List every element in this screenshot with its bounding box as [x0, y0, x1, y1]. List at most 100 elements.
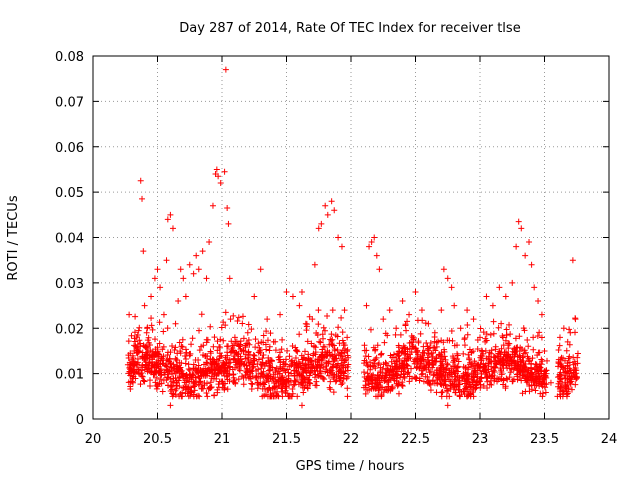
data-point [178, 343, 185, 350]
data-point [183, 371, 190, 378]
data-point [289, 385, 296, 392]
data-point [236, 343, 243, 350]
data-point [291, 372, 298, 379]
data-point [395, 390, 402, 397]
data-point [424, 361, 431, 368]
data-point [399, 298, 406, 305]
data-point [317, 339, 324, 346]
data-point [438, 307, 445, 314]
data-point [267, 330, 274, 337]
data-point [437, 380, 444, 387]
data-point [264, 337, 271, 344]
data-point [518, 225, 525, 232]
data-point [465, 351, 472, 358]
data-point [329, 353, 336, 360]
axis-ticks: 20 20.5 21 21.5 22 22.5 23 23.5 24 0 0.01 0.02 0.03 0… [55, 50, 617, 447]
data-point [402, 365, 409, 372]
data-point [507, 331, 514, 338]
data-point [477, 384, 484, 391]
data-point [531, 377, 538, 384]
data-point [424, 373, 431, 380]
data-point [343, 356, 350, 363]
data-point [398, 349, 405, 356]
data-point [217, 344, 224, 351]
data-point [451, 302, 458, 309]
data-point [569, 257, 576, 264]
data-point [311, 374, 318, 381]
data-point [179, 393, 186, 400]
data-point [374, 381, 381, 388]
data-point [451, 342, 458, 349]
data-point [466, 355, 473, 362]
data-point [393, 380, 400, 387]
data-point [406, 373, 413, 380]
data-point [324, 312, 331, 319]
data-point [216, 378, 223, 385]
data-point [214, 347, 221, 354]
data-point [538, 311, 545, 318]
data-point [299, 356, 306, 363]
data-point [435, 351, 442, 358]
data-point [211, 334, 218, 341]
data-point [190, 393, 197, 400]
data-point [296, 331, 303, 338]
data-point [182, 390, 189, 397]
data-point [464, 366, 471, 373]
data-point [264, 316, 271, 323]
data-point [532, 387, 539, 394]
data-point [456, 381, 463, 388]
data-point [180, 275, 187, 282]
data-point [440, 339, 447, 346]
data-point [483, 293, 490, 300]
data-point [211, 392, 218, 399]
data-point [258, 370, 265, 377]
data-point [438, 389, 445, 396]
data-point [228, 338, 235, 345]
data-point [371, 384, 378, 391]
data-point [428, 350, 435, 357]
data-point [257, 361, 264, 368]
data-point [492, 343, 499, 350]
data-point [230, 312, 237, 319]
data-point [373, 354, 380, 361]
data-point [172, 370, 179, 377]
data-point [195, 392, 202, 399]
data-point [316, 338, 323, 345]
data-point [451, 377, 458, 384]
data-point [488, 368, 495, 375]
data-point [520, 325, 527, 332]
data-point [477, 352, 484, 359]
data-point [281, 360, 288, 367]
data-point [339, 337, 346, 344]
data-point [242, 342, 249, 349]
data-point [231, 377, 238, 384]
data-point [182, 352, 189, 359]
data-point [568, 386, 575, 393]
data-point [280, 377, 287, 384]
data-point [389, 354, 396, 361]
data-point [224, 386, 231, 393]
data-point [138, 370, 145, 377]
data-point [142, 362, 149, 369]
data-point [544, 357, 551, 364]
data-point [412, 288, 419, 295]
data-point [521, 365, 528, 372]
data-point [126, 359, 133, 366]
data-point [474, 367, 481, 374]
data-point [214, 338, 221, 345]
data-point [128, 367, 135, 374]
data-point [252, 374, 259, 381]
data-point [367, 366, 374, 373]
data-point [380, 361, 387, 368]
data-point [182, 293, 189, 300]
data-point [142, 343, 149, 350]
data-point [412, 345, 419, 352]
data-point [468, 349, 475, 356]
data-point [245, 321, 252, 328]
data-point [323, 352, 330, 359]
data-point [126, 311, 133, 318]
data-point [487, 377, 494, 384]
data-point [169, 393, 176, 400]
data-point [131, 342, 138, 349]
data-point [366, 243, 373, 250]
